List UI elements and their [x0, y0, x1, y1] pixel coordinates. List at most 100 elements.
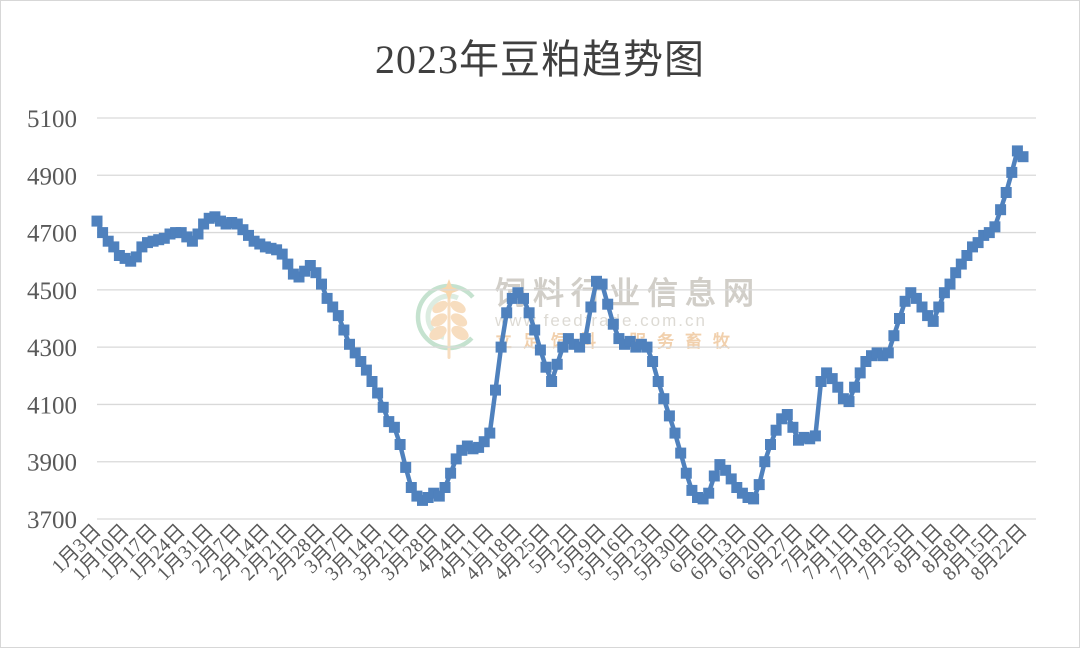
series-marker — [411, 490, 423, 502]
series-marker — [164, 228, 176, 240]
series-marker — [153, 234, 165, 246]
series-marker — [720, 464, 732, 476]
series-marker — [692, 492, 703, 503]
series-marker — [186, 235, 198, 247]
series-marker — [400, 461, 412, 473]
series-marker — [933, 301, 945, 313]
series-marker — [686, 484, 698, 496]
wheat-icon — [429, 297, 469, 359]
series-marker — [613, 333, 625, 345]
series-marker — [113, 250, 125, 261]
series-marker — [473, 441, 485, 453]
series-marker — [647, 356, 659, 367]
series-marker — [849, 381, 861, 393]
series-marker — [175, 227, 187, 239]
series-marker — [753, 479, 765, 491]
series-marker — [388, 421, 400, 433]
chart-title: 2023年豆粕趋势图 — [375, 37, 705, 82]
series-marker — [310, 267, 322, 279]
series-marker — [215, 215, 226, 227]
series-marker — [669, 427, 681, 439]
series-marker — [658, 393, 670, 405]
series-marker — [781, 409, 793, 420]
series-marker — [798, 431, 810, 443]
series-marker — [422, 492, 434, 503]
series-marker — [293, 271, 305, 283]
series-marker — [899, 295, 911, 307]
series-marker — [254, 238, 266, 250]
series-marker — [866, 350, 877, 362]
series-marker — [680, 467, 692, 479]
series-marker — [147, 235, 159, 247]
series-line — [94, 148, 1026, 503]
series-marker — [652, 376, 664, 387]
series-marker — [843, 396, 855, 408]
series-marker — [136, 241, 148, 253]
series-marker — [1011, 145, 1023, 157]
series-marker — [383, 416, 395, 428]
y-axis-tick-label: 4900 — [27, 163, 77, 190]
series-marker — [938, 287, 950, 299]
series-marker — [804, 433, 816, 445]
series-marker — [456, 444, 468, 456]
series-marker — [944, 278, 956, 290]
series-marker — [927, 315, 939, 327]
series-marker — [181, 231, 193, 243]
series-marker — [417, 494, 428, 506]
series-marker — [327, 301, 339, 313]
series-marker — [372, 387, 384, 399]
y-axis-tick-label: 4100 — [27, 392, 77, 419]
series-marker — [635, 338, 647, 350]
series-marker — [955, 258, 967, 270]
series-marker — [220, 218, 232, 230]
series-marker — [366, 376, 378, 387]
series-marker — [703, 487, 715, 499]
series-marker — [478, 436, 490, 448]
series-marker — [287, 268, 299, 280]
series-marker — [607, 318, 619, 330]
series-marker — [894, 313, 905, 324]
series-marker — [259, 241, 271, 253]
series-marker — [540, 361, 552, 373]
y-axis-tick-label: 4700 — [27, 221, 77, 248]
series-marker — [355, 356, 367, 367]
series-marker — [271, 244, 283, 256]
series-marker — [209, 211, 221, 223]
series-marker — [226, 217, 238, 228]
series-marker — [793, 434, 804, 446]
series-marker — [276, 248, 288, 260]
series-marker — [231, 218, 243, 230]
series-marker — [102, 235, 114, 247]
series-marker — [321, 292, 333, 304]
series-marker — [495, 341, 507, 353]
series-marker — [529, 324, 541, 336]
watermark-site-name: 饲料行业信息网 — [495, 276, 761, 311]
series-marker — [551, 358, 563, 370]
series-marker — [596, 278, 608, 290]
series-marker — [1006, 166, 1018, 178]
series-marker — [675, 447, 687, 459]
series-marker — [888, 330, 900, 342]
series-marker — [714, 459, 726, 471]
y-axis-tick-label: 5100 — [27, 106, 77, 133]
series-marker — [989, 221, 1001, 233]
series-marker — [158, 232, 170, 244]
series-marker — [349, 347, 361, 359]
series-marker — [450, 453, 462, 465]
series-marker — [1017, 151, 1029, 163]
series-marker — [736, 487, 748, 499]
series-marker — [119, 252, 131, 264]
series-marker — [854, 367, 866, 379]
series-marker — [860, 356, 872, 367]
series-marker — [585, 301, 597, 313]
series-marker — [439, 482, 451, 493]
series-marker — [445, 467, 457, 479]
series-marker — [377, 401, 389, 413]
series-marker — [731, 482, 743, 493]
series-marker — [809, 430, 821, 442]
series-marker — [574, 341, 586, 353]
series-marker — [961, 250, 973, 261]
series-marker — [765, 439, 776, 450]
series-marker — [708, 470, 720, 482]
